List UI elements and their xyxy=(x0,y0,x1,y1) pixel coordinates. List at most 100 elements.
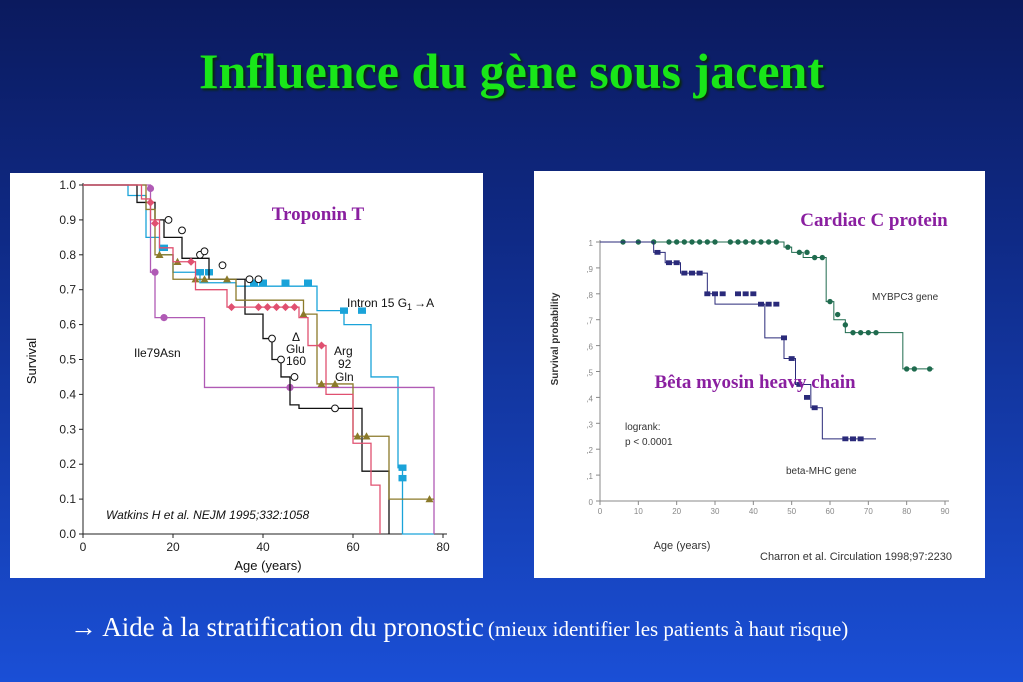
x-tick-label: 70 xyxy=(864,507,873,516)
data-point-intron-15-g1-a xyxy=(398,474,407,482)
x-tick-label: 80 xyxy=(902,507,911,516)
data-point-ile79asn xyxy=(151,268,159,276)
data-point-beta-mhc-gene xyxy=(842,436,849,442)
data-point-intron-15-g1-a xyxy=(340,307,348,314)
data-point-mybpc3-gene xyxy=(712,239,718,245)
x-tick-label: 90 xyxy=(941,507,950,516)
data-point-intron-15-g1-a xyxy=(196,269,204,276)
y-tick-label: ,1 xyxy=(586,472,593,481)
data-point-delta xyxy=(317,341,326,350)
data-point-beta-mhc-gene xyxy=(804,395,810,400)
data-point-mybpc3-gene xyxy=(735,239,741,245)
troponin-chart: 0.0 0.1 0.2 0.3 0.4 0.5 0.6 0.7 0.8 0.9 1.0 0 20 40 60… xyxy=(24,178,450,573)
data-point-intron-15-g1-a xyxy=(250,279,258,286)
data-point-delta xyxy=(281,303,290,312)
y-tick-label: ,6 xyxy=(586,343,593,352)
series-line-ile79asn xyxy=(83,184,435,534)
data-point-mybpc3-gene xyxy=(865,329,872,336)
data-point-delta xyxy=(146,198,155,207)
y-tick-label: 0.5 xyxy=(59,353,76,367)
annotation-ile79asn: Ile79Asn xyxy=(134,346,181,360)
x-tick-label: 40 xyxy=(256,540,270,554)
data-point-mybpc3-gene xyxy=(819,254,826,261)
data-point-glu160 xyxy=(218,261,227,270)
data-point-beta-mhc-gene xyxy=(781,335,787,341)
data-point-mybpc3-gene xyxy=(926,366,933,372)
data-point-ile79asn xyxy=(160,314,168,322)
data-point-intron-15-g1-a xyxy=(358,307,366,314)
data-point-glu160 xyxy=(200,247,209,256)
cardiac-chart-panel: 0,1,2,3,4,5,6,7,8,9 1 0 10 20 30 40 50 60 70 80 90 … xyxy=(534,171,985,578)
data-point-delta xyxy=(272,303,281,312)
footer-sub-text: (mieux identifier les patients à haut ri… xyxy=(487,617,849,641)
y-tick-label: 0 xyxy=(589,498,594,507)
y-tick-label: 0.7 xyxy=(59,283,76,297)
data-point-mybpc3-gene xyxy=(811,254,818,261)
y-tick-label: ,7 xyxy=(586,317,593,326)
data-point-beta-mhc-gene xyxy=(750,291,757,297)
data-point-ile79asn xyxy=(146,184,155,193)
overlay-label-beta-myosin: Bêta myosin heavy chain xyxy=(654,372,856,393)
data-point-mybpc3-gene xyxy=(727,239,734,245)
slide-title: Influence du gène sous jacent xyxy=(198,43,825,99)
data-point-delta xyxy=(254,303,263,312)
x-tick-label: 20 xyxy=(672,507,681,516)
data-point-mybpc3-gene xyxy=(704,239,711,245)
y-tick-label: 0.6 xyxy=(59,318,76,332)
data-point-mybpc3-gene xyxy=(796,249,803,256)
data-point-arg92gln xyxy=(200,275,209,283)
data-point-beta-mhc-gene xyxy=(696,270,703,276)
data-point-arg92gln xyxy=(155,250,164,258)
label-beta-mhc: beta-MHC gene xyxy=(786,466,857,477)
data-point-arg92gln xyxy=(362,432,371,440)
data-point-beta-mhc-gene xyxy=(857,436,864,442)
data-point-delta xyxy=(187,257,195,266)
data-point-glu160 xyxy=(178,226,186,235)
series-line-delta xyxy=(83,184,381,534)
data-point-beta-mhc-gene xyxy=(773,301,780,307)
data-point-mybpc3-gene xyxy=(842,322,849,328)
troponin-chart-panel: 0.0 0.1 0.2 0.3 0.4 0.5 0.6 0.7 0.8 0.9 1.0 0 20 40 60… xyxy=(10,173,483,578)
data-point-beta-mhc-gene xyxy=(765,301,772,307)
x-tick-label: 30 xyxy=(711,507,720,516)
label-mybpc3: MYBPC3 gene xyxy=(872,292,939,303)
annotation-arg-92: 92 xyxy=(338,357,352,371)
data-point-mybpc3-gene xyxy=(758,239,764,245)
data-point-delta xyxy=(290,303,299,312)
data-point-mybpc3-gene xyxy=(834,311,841,318)
data-point-mybpc3-gene xyxy=(696,239,703,245)
data-point-mybpc3-gene xyxy=(850,329,856,336)
cardiac-chart: 0,1,2,3,4,5,6,7,8,910 10 20 30 40 50 60 70 80 90 … xyxy=(550,210,952,563)
y-tick-label: ,2 xyxy=(586,446,593,455)
data-point-beta-mhc-gene xyxy=(788,356,795,361)
citation: Charron et al. Circulation 1998;97:2230 xyxy=(760,551,952,563)
data-point-glu160 xyxy=(331,404,339,413)
data-point-mybpc3-gene xyxy=(765,239,772,245)
x-axis-label: Age (years) xyxy=(654,540,711,552)
data-point-arg92gln xyxy=(331,379,339,388)
y-tick-label: ,5 xyxy=(586,369,593,378)
footer-note: → Aide à la stratification du pronostic … xyxy=(70,612,848,643)
data-point-beta-mhc-gene xyxy=(689,270,695,276)
data-point-beta-mhc-gene xyxy=(681,270,688,276)
data-point-glu160 xyxy=(254,275,263,284)
data-point-arg92gln xyxy=(223,275,231,283)
data-point-glu160 xyxy=(268,334,276,343)
data-point-beta-mhc-gene xyxy=(850,436,856,442)
x-tick-label: 0 xyxy=(80,540,87,554)
data-point-delta xyxy=(227,303,236,312)
data-point-intron-15-g1-a xyxy=(304,279,312,286)
y-tick-label: ,9 xyxy=(586,265,593,274)
data-point-arg92gln xyxy=(425,495,434,503)
data-point-beta-mhc-gene xyxy=(712,291,718,297)
y-tick-label: 0.9 xyxy=(59,213,76,227)
data-point-mybpc3-gene xyxy=(873,329,879,336)
x-tick-label: 50 xyxy=(787,507,796,516)
logrank-pvalue: p < 0.0001 xyxy=(625,437,673,448)
data-point-arg92gln xyxy=(317,379,326,388)
annotation-intron: Intron 15 G1 →A xyxy=(347,296,434,312)
y-tick-label: 0.2 xyxy=(59,457,76,471)
chart-title: Cardiac C protein xyxy=(800,210,948,231)
data-point-mybpc3-gene xyxy=(911,366,918,372)
data-point-beta-mhc-gene xyxy=(704,291,711,297)
